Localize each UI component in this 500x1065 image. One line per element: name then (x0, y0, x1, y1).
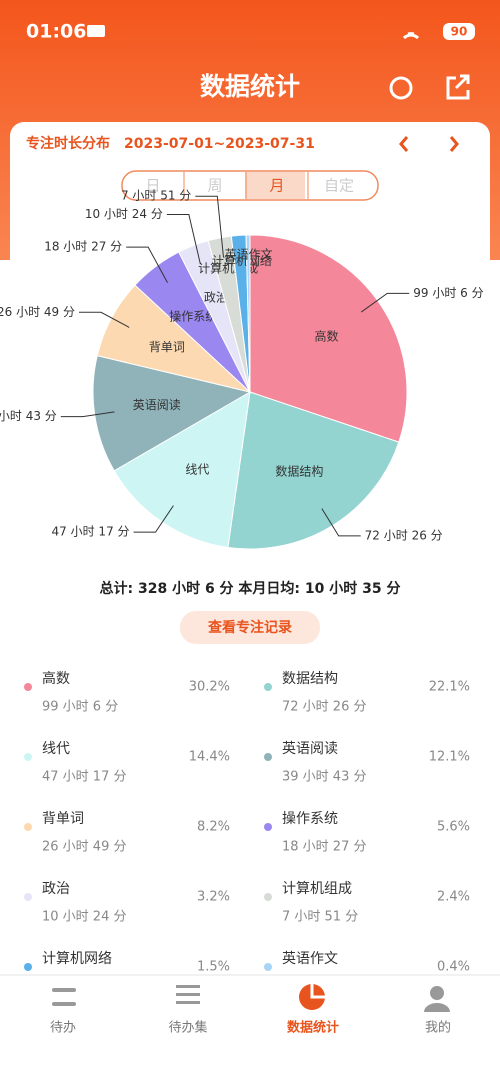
legend-percent: 30.2% (189, 680, 230, 695)
legend-dot (264, 893, 272, 901)
legend-percent: 1.5% (197, 960, 230, 975)
legend-dot (264, 823, 272, 831)
next-button[interactable] (449, 136, 459, 152)
legend-duration: 26 小时 49 分 (42, 840, 126, 855)
legend-name: 英语作文 (282, 950, 338, 967)
period-tab[interactable]: 日 (145, 177, 160, 195)
nav-icon-active (310, 984, 325, 999)
summary: 总计: 328 小时 6 分 本月日均: 10 小时 35 分 (100, 580, 401, 597)
legend-duration: 47 小时 17 分 (42, 770, 126, 785)
legend-percent: 22.1% (429, 680, 470, 695)
legend-percent: 5.6% (437, 820, 470, 835)
prev-button[interactable] (399, 136, 409, 152)
slice-label: 数据结构 (275, 464, 323, 479)
nav-icon (52, 1002, 76, 1006)
nav-icon (176, 993, 200, 996)
nav-icon (176, 985, 200, 988)
legend-percent: 0.4% (437, 960, 470, 975)
leader-line (321, 508, 361, 537)
legend-name: 政治 (42, 881, 70, 897)
legend-dot (264, 753, 272, 761)
legend-name: 背单词 (42, 811, 84, 827)
legend-percent: 3.2% (197, 890, 230, 905)
slice-label: 线代 (185, 463, 209, 477)
legend-dot (264, 683, 272, 691)
sleep-icon (87, 25, 105, 37)
legend-percent: 12.1% (429, 750, 470, 765)
nav-item[interactable]: 待办 (50, 1021, 76, 1036)
records-button[interactable] (180, 611, 320, 644)
slice-label: 背单词 (149, 340, 185, 354)
duration-label: 18 小时 27 分 (44, 240, 122, 254)
legend-dot (24, 753, 32, 761)
legend-name: 高数 (42, 670, 70, 687)
wifi-icon (402, 32, 420, 40)
slice-label: 操作系统 (169, 308, 217, 323)
legend-duration: 39 小时 43 分 (282, 770, 366, 785)
nav-icon (424, 1003, 450, 1012)
legend-dot (24, 683, 32, 691)
slice-label: 英语作文 (225, 246, 273, 261)
leader-line (78, 311, 130, 328)
legend-name: 英语阅读 (282, 740, 338, 757)
pie-slice (245, 234, 251, 393)
tab-bar (0, 975, 500, 1065)
leader-line (195, 195, 225, 258)
page-title: 数据统计 (200, 72, 300, 101)
card-heading: 专注时长分布 (26, 135, 110, 152)
period-tab[interactable]: 月 (269, 177, 284, 195)
period-tab[interactable]: 周 (207, 177, 222, 195)
legend-percent: 14.4% (189, 750, 230, 765)
settings-button[interactable] (389, 76, 413, 100)
share-button[interactable] (446, 74, 470, 100)
legend-duration: 7 小时 51 分 (282, 910, 358, 925)
leader-line (126, 246, 168, 283)
legend-name: 计算机组成 (282, 881, 352, 897)
legend-name: 计算机网络 (42, 951, 112, 967)
duration-label: 72 小时 26 分 (365, 528, 443, 542)
legend-percent: 8.2% (197, 820, 230, 835)
battery-level: 90 (451, 25, 468, 39)
duration-label: 39 小时 43 分 (0, 409, 57, 423)
nav-item[interactable]: 待办集 (168, 1020, 207, 1036)
duration-label: 10 小时 24 分 (85, 207, 163, 221)
legend-duration: 10 小时 24 分 (42, 910, 126, 925)
duration-label: 47 小时 17 分 (52, 525, 130, 539)
nav-icon (52, 988, 76, 992)
duration-label: 26 小时 49 分 (0, 305, 75, 319)
legend-name: 操作系统 (282, 811, 338, 827)
clock: 01:06 (26, 21, 86, 43)
nav-item[interactable]: 数据统计 (287, 1020, 339, 1036)
duration-label: 99 小时 6 分 (413, 286, 483, 300)
legend-duration: 72 小时 26 分 (282, 700, 366, 715)
legend-percent: 2.4% (437, 890, 470, 905)
leader-line (133, 505, 174, 533)
period-tab[interactable]: 自定 (324, 177, 354, 195)
date-range: 2023-07-01~2023-07-31 (124, 136, 315, 152)
nav-icon (430, 986, 444, 1000)
legend-name: 线代 (42, 741, 70, 757)
leader-line (360, 292, 410, 313)
legend-name: 数据结构 (282, 671, 338, 687)
legend-dot (24, 963, 32, 971)
slice-label: 高数 (314, 329, 338, 344)
legend-duration: 18 小时 27 分 (282, 840, 366, 855)
records-button-label: 查看专注记录 (208, 619, 292, 636)
legend-duration: 99 小时 6 分 (42, 700, 118, 715)
nav-item[interactable]: 我的 (425, 1020, 451, 1036)
duration-label: 7 小时 51 分 (121, 189, 191, 203)
nav-icon (176, 1001, 200, 1004)
legend-dot (264, 963, 272, 971)
slice-label: 政治 (204, 291, 228, 305)
slice-label: 英语阅读 (133, 398, 181, 412)
legend-dot (24, 823, 32, 831)
leader-line (166, 213, 201, 265)
battery (443, 23, 475, 40)
active-tab-bg (245, 172, 305, 199)
legend-dot (24, 893, 32, 901)
leader-line (60, 411, 115, 418)
slice-label: 计算机网络 (212, 253, 272, 268)
